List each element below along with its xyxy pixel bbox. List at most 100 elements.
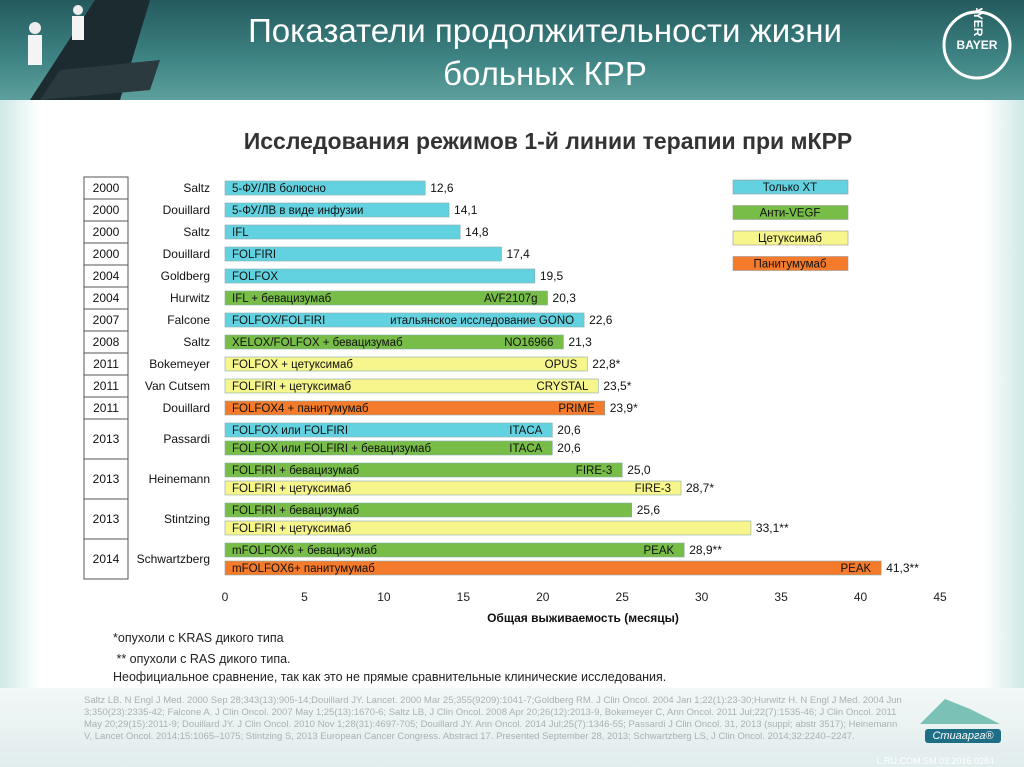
author-label: Van Cutsem (145, 379, 210, 393)
year-label: 2014 (93, 552, 120, 566)
bar (224, 502, 633, 518)
doc-code: L.RU.COM.SM.03.2016.0284 (876, 756, 994, 766)
study-label: PEAK (841, 563, 872, 575)
author-label: Heinemann (149, 472, 210, 486)
year-label: 2013 (93, 472, 120, 486)
bar-label: 5-ФУ/ЛВ болюсно (232, 183, 326, 195)
brand-logo: Стиаарга® (920, 699, 1001, 743)
value-label: 41,3** (886, 561, 919, 575)
footnote: *опухоли с KRAS дикого типа (113, 631, 284, 645)
value-label: 28,9** (689, 543, 722, 557)
bar (224, 180, 426, 196)
study-label: CRYSTAL (536, 381, 589, 393)
x-tick-label: 0 (222, 590, 229, 604)
bar (224, 400, 606, 416)
slide-title: больных КРР (443, 55, 647, 92)
side-decor (0, 100, 40, 700)
value-label: 20,3 (553, 291, 577, 305)
year-label: 2000 (93, 225, 120, 239)
year-label: 2013 (93, 512, 120, 526)
bar-label: 5-ФУ/ЛВ в виде инфузии (232, 205, 363, 217)
bayer-logo: BAYER BAYER (942, 8, 1012, 80)
year-box (83, 498, 129, 540)
author-label: Falcone (167, 313, 210, 327)
value-label: 33,1** (756, 521, 789, 535)
bar (224, 440, 553, 456)
study-label: NO16966 (504, 337, 553, 349)
study-label: PRIME (558, 403, 595, 415)
value-label: 23,5* (603, 379, 631, 393)
x-tick-label: 40 (854, 590, 868, 604)
value-label: 23,9* (610, 401, 638, 415)
bar (224, 520, 752, 536)
year-label: 2000 (93, 203, 120, 217)
bar (224, 560, 882, 576)
bar-label: FOLFOX4 + панитумумаб (232, 403, 369, 415)
legend-swatch (732, 179, 849, 195)
chart: Исследования режимов 1-й линии терапии п… (83, 128, 947, 625)
bar (224, 290, 548, 306)
bar-label: FOLFIRI + цетуксимаб (232, 483, 351, 495)
year-label: 2004 (93, 269, 120, 283)
references: Saltz LB. N Engl J Med. 2000 Sep 28;343(… (84, 695, 902, 742)
bar-label: FOLFOX/FOLFIRI (232, 315, 325, 327)
year-label: 2013 (93, 432, 120, 446)
value-label: 19,5 (540, 269, 564, 283)
bar-label: FOLFOX + цетуксимаб (232, 359, 353, 371)
study-label: FIRE-3 (576, 465, 612, 477)
value-label: 14,8 (465, 225, 489, 239)
chart-title: Исследования режимов 1-й линии терапии п… (244, 128, 853, 154)
bar-label: FOLFIRI + бевацизумаб (232, 505, 359, 517)
legend-label: Цетуксимаб (758, 233, 822, 245)
year-label: 2007 (93, 313, 120, 327)
bar-label: mFOLFOX6+ панитумумаб (232, 563, 375, 575)
value-label: 20,6 (557, 423, 581, 437)
year-label: 2004 (93, 291, 120, 305)
author-label: Saltz (183, 335, 210, 349)
legend-label: Панитумумаб (754, 259, 827, 271)
bar-label: FOLFIRI (232, 249, 276, 261)
year-label: 2011 (93, 379, 119, 393)
bar-label: FOLFOX или FOLFIRI (232, 425, 348, 437)
footer-band (0, 688, 1024, 767)
author-label: Schwartzberg (137, 552, 210, 566)
author-label: Stintzing (164, 512, 210, 526)
value-label: 28,7* (686, 481, 714, 495)
slide-title: Показатели продолжительности жизни (248, 12, 842, 49)
study-label: ITACA (509, 425, 542, 437)
header-image (28, 0, 160, 100)
bar-label: FOLFOX или FOLFIRI + бевацизумаб (232, 443, 431, 455)
author-label: Douillard (163, 247, 210, 261)
x-tick-label: 10 (377, 590, 391, 604)
bar-label: XELOX/FOLFOX + бевацизумаб (232, 337, 403, 349)
legend-swatch (732, 230, 849, 246)
author-label: Hurwitz (170, 291, 210, 305)
legend-label: Только ХТ (763, 182, 817, 194)
year-label: 2000 (93, 181, 120, 195)
bar (224, 268, 536, 284)
value-label: 25,6 (637, 503, 661, 517)
year-box (83, 418, 129, 460)
study-label: PEAK (644, 545, 675, 557)
x-axis-title: Общая выживаемость (месяцы) (487, 611, 679, 625)
value-label: 17,4 (506, 247, 530, 261)
footnote: Неофициальное сравнение, так как это не … (113, 670, 667, 684)
study-label: итальянское исследование GONO (390, 315, 574, 327)
header-band (0, 0, 1024, 100)
value-label: 14,1 (454, 203, 478, 217)
x-tick-label: 5 (301, 590, 308, 604)
x-tick-label: 45 (933, 590, 947, 604)
bar (224, 462, 623, 478)
year-label: 2011 (93, 357, 119, 371)
bar (224, 246, 502, 262)
value-label: 21,3 (568, 335, 592, 349)
bar (224, 334, 564, 350)
author-label: Douillard (163, 203, 210, 217)
author-label: Saltz (183, 225, 210, 239)
logo-text-vertical: BAYER (971, 8, 985, 37)
bar-label: FOLFIRI + цетуксимаб (232, 381, 351, 393)
author-label: Passardi (163, 432, 210, 446)
year-label: 2011 (93, 401, 119, 415)
author-label: Douillard (163, 401, 210, 415)
bar (224, 356, 588, 372)
